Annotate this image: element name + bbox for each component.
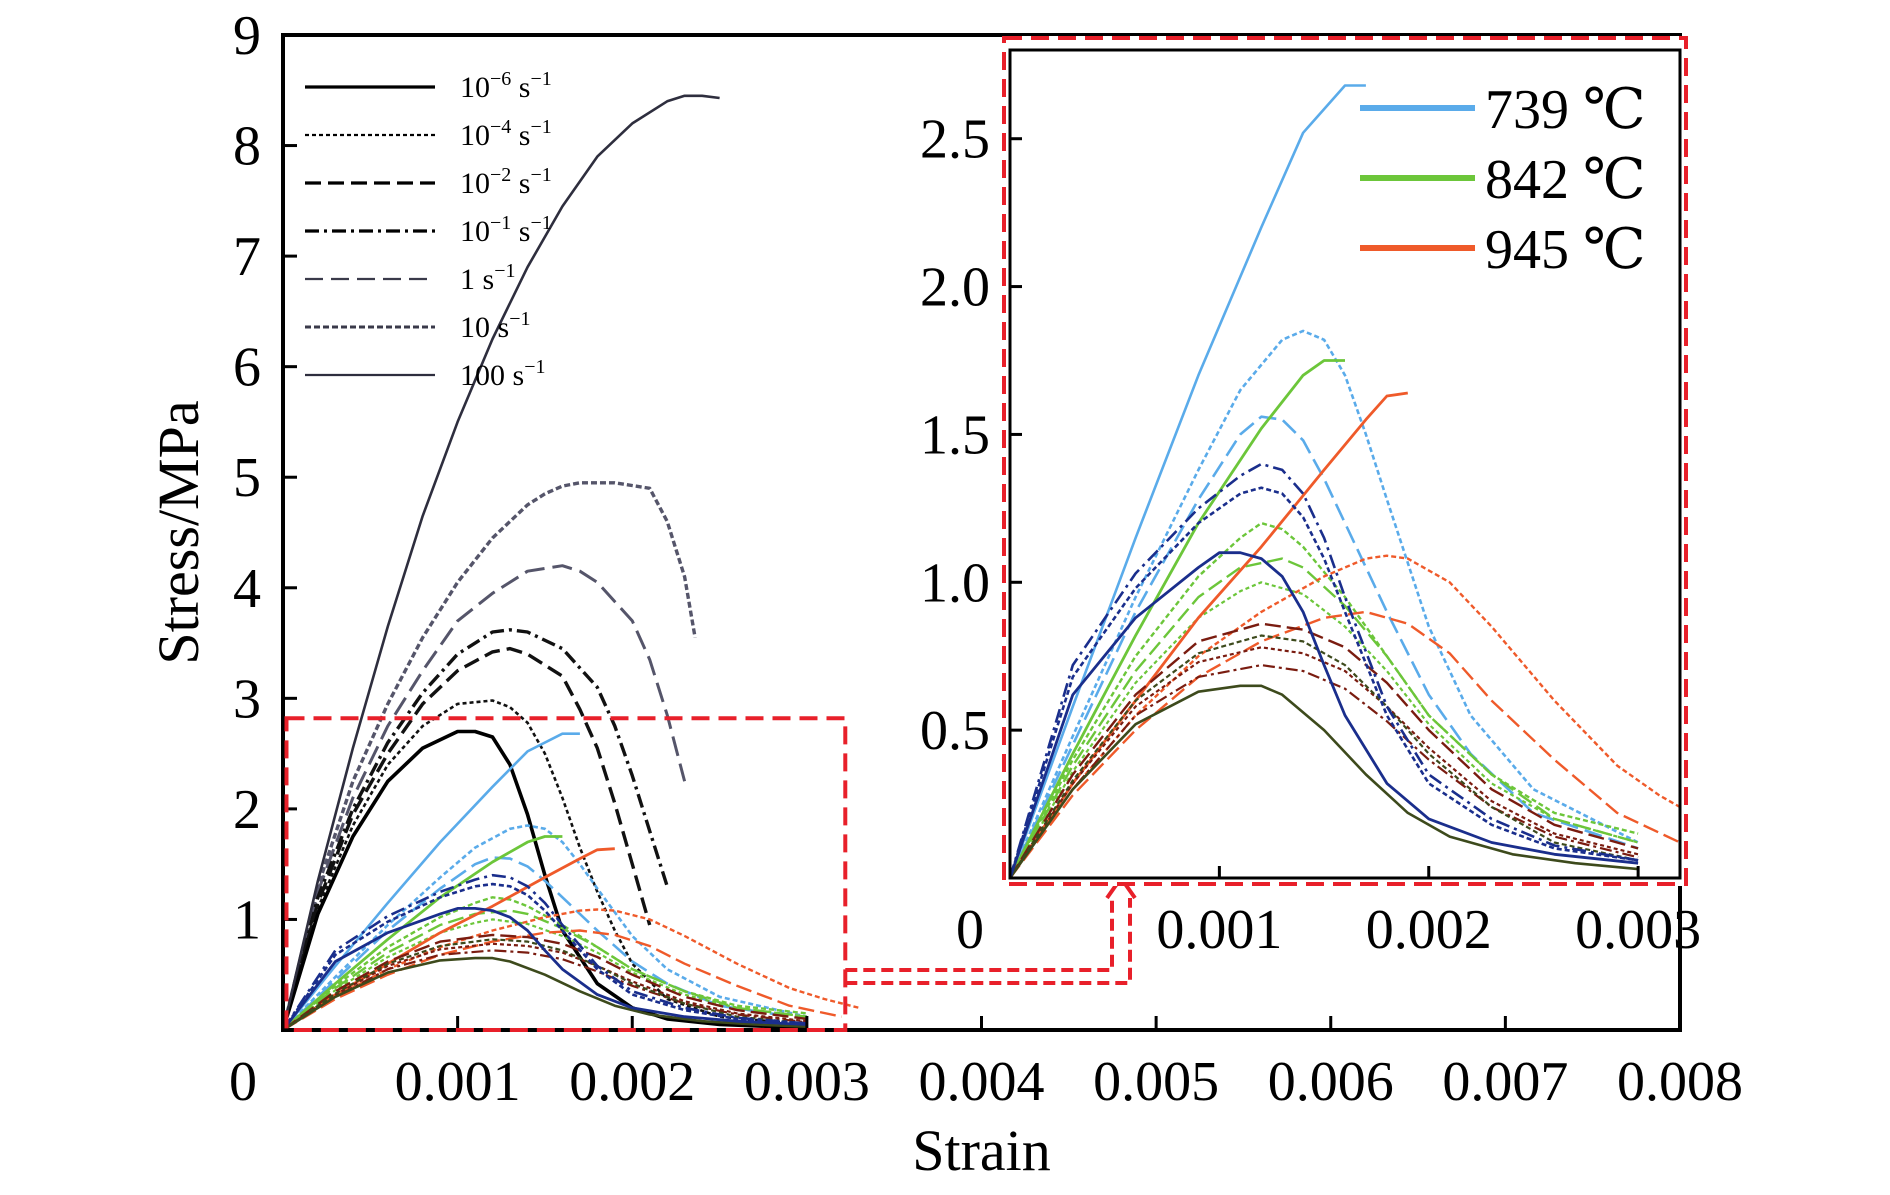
x-axis-title: Strain	[912, 1118, 1051, 1183]
inset-series-dark-olive-a	[1010, 684, 1639, 878]
inset-tick-labels: 0.001 0.002 0.003 0.5 1.0 1.5 2.0 2.5 0	[920, 109, 1701, 961]
y-tick-label: 4	[233, 558, 261, 620]
y-tick-label: 5	[233, 447, 261, 509]
inset-x-tick-label: 0.001	[1156, 899, 1282, 961]
inset-series-842-a	[1010, 359, 1345, 878]
inset-series-739-a	[1010, 84, 1366, 878]
inset-series-navy-c	[1010, 462, 1639, 878]
inset-highlight-border	[1002, 36, 1688, 886]
legend-label: 1 s−1	[460, 260, 515, 296]
inset-plot-frame	[1008, 48, 1682, 880]
inset-y-tick-label: 2.5	[920, 109, 990, 171]
zoom-connector-arrow	[845, 898, 1132, 985]
main-series-945-c	[283, 929, 843, 1030]
origin-label: 0	[229, 1051, 257, 1113]
main-series-100-s	[283, 94, 720, 1030]
inset-series-navy-b	[1010, 486, 1639, 878]
inset-series-739-b	[1010, 329, 1639, 878]
legend-label: 10−6 s−1	[460, 68, 552, 104]
legend-label: 10−1 s−1	[460, 212, 552, 248]
main-series-10-s	[283, 646, 652, 1030]
inset-x-tick-label: 0.003	[1575, 899, 1701, 961]
main-series-842-d	[283, 918, 808, 1030]
inset-plot: 0.001 0.002 0.003 0.5 1.0 1.5 2.0 2.5 0 739 ℃ 842…	[920, 36, 1701, 961]
legend-label: 10−4 s−1	[460, 116, 552, 152]
inset-series-842-b	[1010, 521, 1639, 878]
main-curves	[283, 94, 860, 1030]
strain-rate-legend: 10−6 s−1 10−4 s−1 10−2 s−1 10−1 s−1 1 s−1 10 …	[305, 68, 552, 392]
temperature-legend-label: 945 ℃	[1485, 219, 1646, 281]
main-series-10-s	[283, 699, 808, 1030]
temperature-legend-label: 739 ℃	[1485, 79, 1646, 141]
legend-label: 10−2 s−1	[460, 164, 552, 200]
main-series-739-c	[283, 856, 808, 1030]
y-tick-label: 2	[233, 779, 261, 841]
inset-series-navy-a	[1010, 551, 1639, 878]
main-series-10-s	[283, 481, 697, 1030]
x-tick-label: 0.001	[395, 1051, 521, 1113]
temperature-legend: 739 ℃ 842 ℃ 945 ℃	[1360, 79, 1646, 281]
main-tick-labels: 0.001 0.002 0.003 0.004 0.005 0.006 0.007 0.008…	[229, 5, 1743, 1113]
y-tick-label: 3	[233, 668, 261, 730]
main-series-945-b	[283, 908, 860, 1030]
main-series-dark-red-a	[283, 933, 808, 1030]
inset-series-945-b	[1010, 554, 1680, 878]
x-tick-label: 0.007	[1442, 1051, 1568, 1113]
inset-series-739-c	[1010, 415, 1639, 878]
inset-origin-label: 0	[956, 899, 984, 961]
main-plot: 0.001 0.002 0.003 0.004 0.005 0.006 0.007 0.008…	[146, 5, 1743, 1183]
inset-ticks	[1010, 137, 1640, 878]
y-axis-title: Stress/MPa	[146, 400, 211, 664]
x-tick-label: 0.004	[919, 1051, 1045, 1113]
x-tick-label: 0.003	[744, 1051, 870, 1113]
y-tick-label: 1	[233, 889, 261, 951]
main-series-1-s	[283, 564, 687, 1030]
main-series-navy-c	[283, 873, 808, 1030]
y-tick-label: 8	[233, 116, 261, 178]
zoom-region-box	[284, 716, 848, 1032]
inset-y-tick-label: 1.5	[920, 404, 990, 466]
inset-y-tick-label: 2.0	[920, 257, 990, 319]
main-series-dark-olive-a	[283, 956, 807, 1030]
y-tick-label: 9	[233, 5, 261, 67]
inset-y-tick-label: 0.5	[920, 700, 990, 762]
legend-label: 100 s−1	[460, 356, 545, 392]
y-tick-label: 6	[233, 337, 261, 399]
temperature-legend-label: 842 ℃	[1485, 149, 1646, 211]
y-tick-label: 7	[233, 226, 261, 288]
inset-series-dark-red-b	[1010, 646, 1639, 878]
x-tick-label: 0.006	[1268, 1051, 1394, 1113]
x-tick-label: 0.005	[1093, 1051, 1219, 1113]
main-series-842-a	[283, 835, 563, 1030]
main-series-739-b	[283, 824, 808, 1030]
main-series-10-s	[283, 729, 807, 1030]
inset-series-842-d	[1010, 581, 1639, 878]
inset-y-tick-label: 1.0	[920, 552, 990, 614]
legend-label: 10 s−1	[460, 308, 530, 344]
inset-curves	[1010, 84, 1680, 878]
inset-x-tick-label: 0.002	[1366, 899, 1492, 961]
main-series-dark-olive-b	[283, 938, 808, 1030]
main-series-navy-b	[283, 882, 807, 1030]
main-series-dark-red-c	[283, 949, 808, 1030]
inset-series-842-c	[1010, 557, 1639, 878]
main-series-10-s	[283, 628, 669, 1030]
main-series-842-c	[283, 909, 808, 1030]
main-series-navy-a	[283, 907, 807, 1030]
x-tick-label: 0.002	[569, 1051, 695, 1113]
inset-series-dark-olive-b	[1010, 634, 1639, 878]
x-tick-label: 0.008	[1617, 1051, 1743, 1113]
inset-series-945-a	[1010, 391, 1408, 878]
inset-series-dark-red-a	[1010, 622, 1639, 878]
